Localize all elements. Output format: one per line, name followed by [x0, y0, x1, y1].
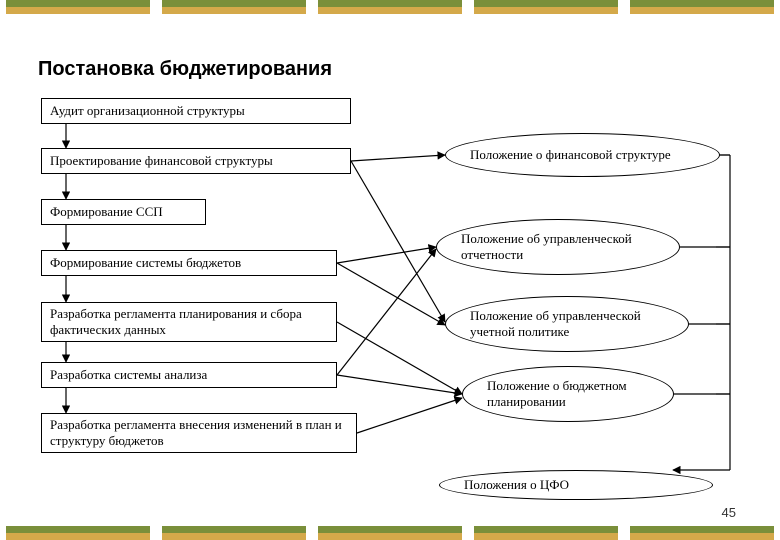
process-box: Формирование ССП [41, 199, 206, 225]
output-oval: Положение об управленческой отчетности [436, 219, 680, 275]
process-box: Разработка регламента внесения изменений… [41, 413, 357, 453]
output-oval: Положение о финансовой структуре [445, 133, 720, 177]
process-box: Аудит организационной структуры [41, 98, 351, 124]
process-box: Формирование системы бюджетов [41, 250, 337, 276]
process-box: Проектирование финансовой структуры [41, 148, 351, 174]
process-box: Разработка системы анализа [41, 362, 337, 388]
process-box: Разработка регламента планирования и сбо… [41, 302, 337, 342]
output-oval: Положение о бюджетном планировании [462, 366, 674, 422]
output-oval: Положение об управленческой учетной поли… [445, 296, 689, 352]
output-oval: Положения о ЦФО [439, 470, 713, 500]
